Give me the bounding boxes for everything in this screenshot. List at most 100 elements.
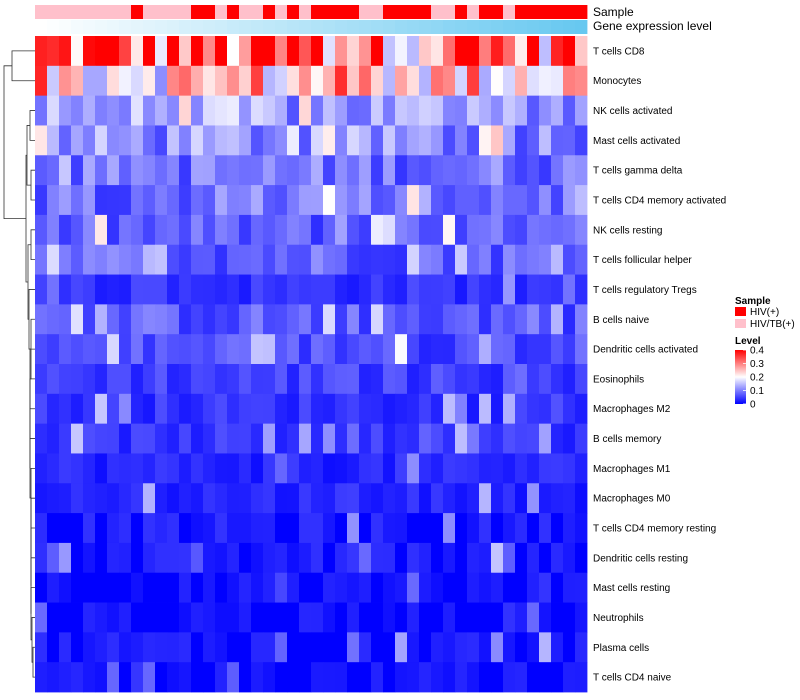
heatmap-cell	[347, 572, 360, 603]
expression-annotation-cell	[323, 20, 336, 34]
heatmap-cell	[71, 244, 84, 275]
heatmap-cell	[527, 244, 540, 275]
heatmap-cell	[275, 632, 288, 663]
heatmap-cell	[515, 304, 528, 335]
heatmap-cell	[503, 274, 516, 305]
heatmap-cell	[563, 513, 576, 544]
row-label: B cells naive	[593, 315, 650, 326]
heatmap-cell	[215, 632, 228, 663]
heatmap-cell	[455, 214, 468, 246]
heatmap-cell	[335, 65, 348, 97]
heatmap-cell	[467, 423, 480, 454]
heatmap-cell	[563, 572, 576, 603]
heatmap-cell	[107, 304, 120, 335]
heatmap-cell	[107, 453, 120, 484]
heatmap-cell	[131, 65, 144, 97]
heatmap-cell	[455, 662, 468, 693]
heatmap-cell	[383, 483, 396, 514]
heatmap-cell	[143, 244, 156, 275]
heatmap-cell	[59, 483, 72, 514]
heatmap-cell	[179, 155, 192, 186]
heatmap-cell	[47, 36, 60, 67]
heatmap-cell	[299, 453, 312, 484]
heatmap-cell	[359, 423, 372, 454]
heatmap-cell	[155, 125, 168, 156]
heatmap-cell	[479, 602, 492, 633]
heatmap-cell	[323, 513, 336, 544]
heatmap-cell	[71, 36, 84, 67]
heatmap-cell	[479, 513, 492, 544]
heatmap-cell	[491, 364, 504, 395]
heatmap-cell	[311, 274, 324, 305]
heatmap-cell	[179, 572, 192, 603]
sample-annotation-cell	[263, 5, 276, 19]
expression-annotation-cell	[539, 20, 552, 34]
heatmap-cell	[515, 125, 528, 156]
heatmap-cell	[47, 572, 60, 603]
heatmap-cell	[347, 513, 360, 544]
heatmap-cell	[275, 513, 288, 544]
heatmap-cell	[35, 602, 48, 633]
sample-annotation-cell	[215, 5, 228, 19]
heatmap-cell	[143, 393, 156, 425]
heatmap-cell	[107, 423, 120, 454]
heatmap-cell	[431, 274, 444, 305]
heatmap-cell	[203, 602, 216, 633]
heatmap-cell	[251, 632, 264, 663]
heatmap-cell	[491, 244, 504, 275]
heatmap-cell	[287, 36, 300, 67]
heatmap-cell	[59, 304, 72, 335]
heatmap-cell	[167, 125, 180, 156]
heatmap-cell	[107, 65, 120, 97]
heatmap-cell	[539, 632, 552, 663]
heatmap-cell	[59, 662, 72, 693]
heatmap-cell	[215, 483, 228, 514]
heatmap-cell	[455, 513, 468, 544]
heatmap-cell	[275, 244, 288, 275]
heatmap-cell	[143, 125, 156, 156]
heatmap-cell	[563, 334, 576, 365]
heatmap-cell	[215, 95, 228, 126]
heatmap-cell	[491, 542, 504, 574]
heatmap-cell	[287, 95, 300, 126]
heatmap-cell	[443, 185, 456, 216]
heatmap-cell	[251, 155, 264, 186]
heatmap-cell	[395, 632, 408, 663]
heatmap-cell	[191, 453, 204, 484]
heatmap-cell	[47, 125, 60, 156]
heatmap-cell	[95, 393, 108, 425]
heatmap-cell	[503, 65, 516, 97]
heatmap-cell	[143, 513, 156, 544]
heatmap-cell	[407, 274, 420, 305]
sample-annotation-cell	[155, 5, 168, 19]
heatmap-cell	[419, 542, 432, 574]
heatmap-cell	[275, 602, 288, 633]
heatmap-cell	[335, 364, 348, 395]
heatmap-cell	[335, 274, 348, 305]
heatmap-cell	[335, 513, 348, 544]
heatmap-cell	[371, 513, 384, 544]
heatmap-cell	[59, 155, 72, 186]
sample-annotation-cell	[359, 5, 372, 19]
heatmap-cell	[131, 185, 144, 216]
heatmap-cell	[275, 662, 288, 693]
heatmap-cell	[539, 453, 552, 484]
heatmap-cell	[167, 214, 180, 246]
heatmap-cell	[527, 602, 540, 633]
heatmap-cell	[47, 304, 60, 335]
heatmap-cell	[71, 572, 84, 603]
heatmap-cell	[179, 364, 192, 395]
heatmap-cell	[251, 95, 264, 126]
heatmap-cell	[227, 364, 240, 395]
sample-annotation-bar	[35, 5, 588, 19]
heatmap-cell	[539, 364, 552, 395]
heatmap-cell	[143, 155, 156, 186]
heatmap-cell	[227, 483, 240, 514]
expression-annotation-cell	[203, 20, 216, 34]
heatmap-cell	[47, 423, 60, 454]
heatmap-cell	[263, 244, 276, 275]
heatmap-cell	[131, 244, 144, 275]
heatmap-cell	[251, 483, 264, 514]
heatmap-cell	[215, 304, 228, 335]
heatmap-cell	[467, 662, 480, 693]
